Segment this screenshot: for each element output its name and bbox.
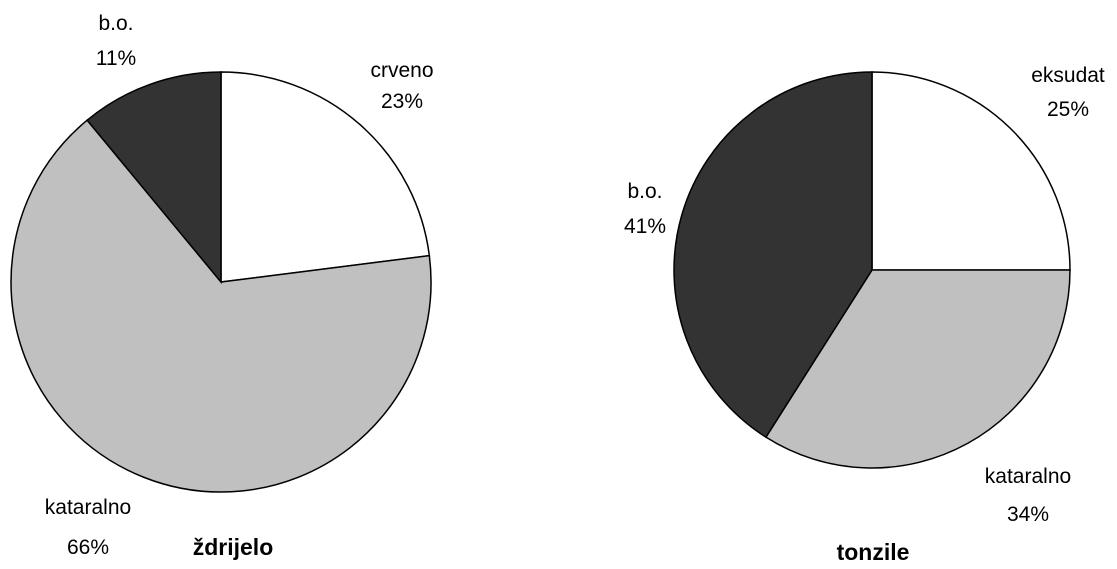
slice-label-bo-left: b.o. (98, 12, 133, 35)
pie-slice-crveno (220, 71, 431, 283)
chart-title-tonzile: tonzile (837, 539, 910, 565)
slice-label-bo-right: b.o. (627, 180, 662, 203)
pie-slice-b-o (86, 71, 222, 285)
slice-label-crveno: crveno (370, 59, 433, 82)
slice-label-kataralno-right: kataralno (985, 465, 1071, 488)
slice-pct-kataralno-left: 66% (67, 536, 109, 559)
slice-pct-bo-right: 41% (624, 215, 666, 238)
slice-pct-crveno: 23% (381, 90, 423, 113)
chart-title-zdrijelo: ždrijelo (193, 534, 274, 560)
pie-slice-kataralno (764, 269, 1071, 469)
slice-label-kataralno-left: kataralno (45, 496, 131, 519)
pie-slice-b-o (673, 71, 873, 439)
pie-slice-kataralno (10, 119, 432, 493)
slice-pct-kataralno-right: 34% (1007, 503, 1049, 526)
pie-tonzile (673, 71, 1071, 469)
pie-slice-eksudat (871, 71, 1071, 271)
slice-pct-bo-left: 11% (96, 47, 136, 70)
slice-label-eksudat: eksudat (1031, 64, 1105, 87)
slice-pct-eksudat: 25% (1047, 98, 1089, 121)
pie-zdrijelo (10, 71, 432, 493)
